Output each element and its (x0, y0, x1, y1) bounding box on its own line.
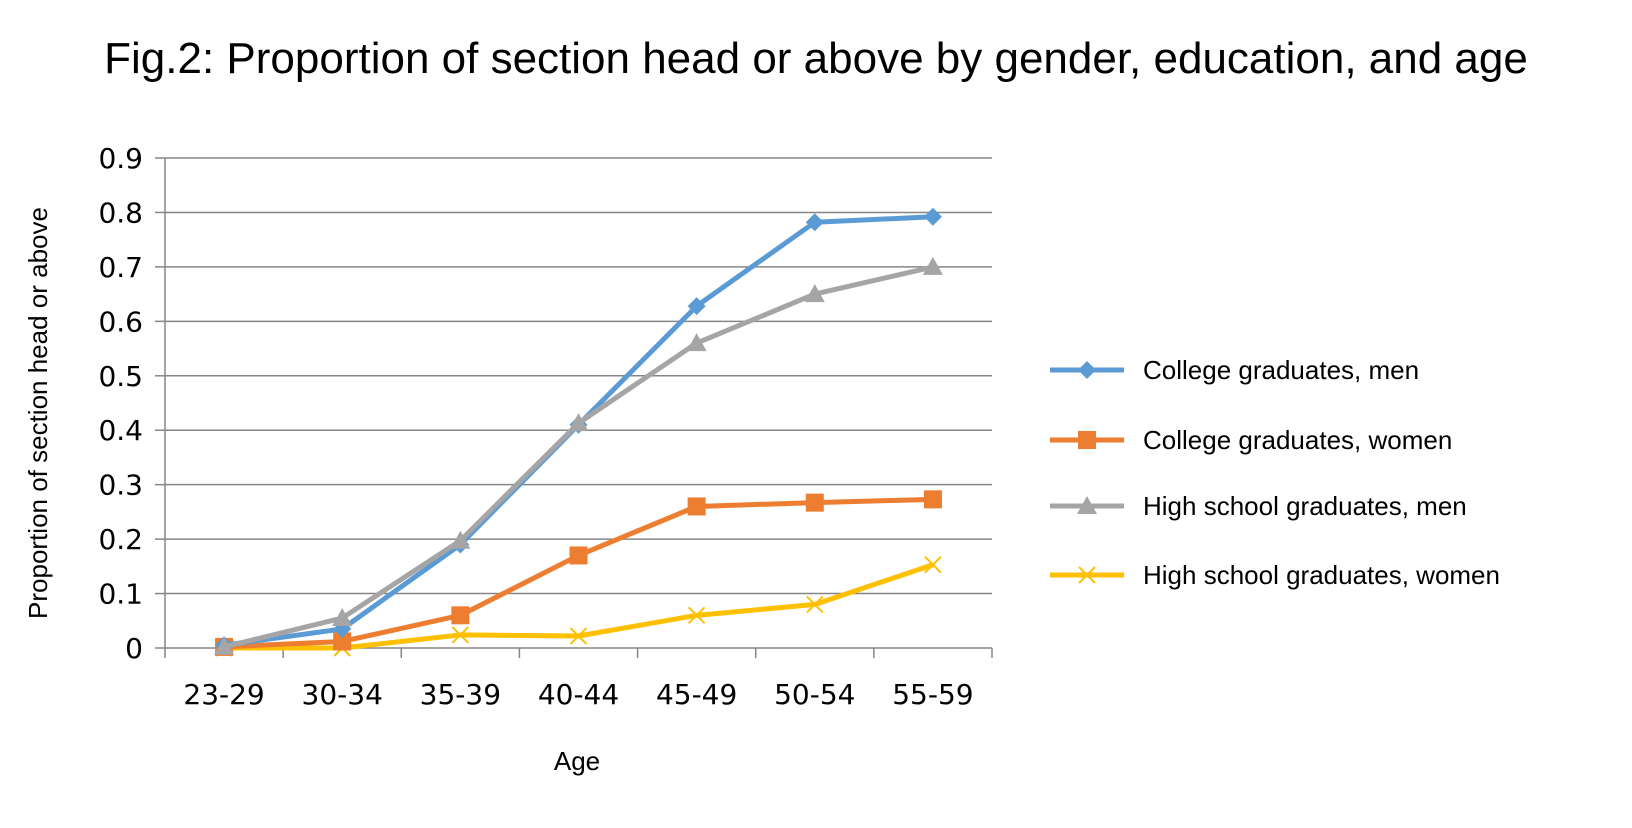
legend-label: High school graduates, women (1143, 560, 1500, 590)
x-tick-label: 50-54 (774, 678, 855, 711)
y-tick-label: 0.7 (98, 251, 143, 284)
data-point (333, 632, 352, 651)
x-tick-label: 35-39 (420, 678, 501, 711)
data-point (568, 413, 589, 432)
data-point (924, 555, 942, 574)
legend: College graduates, men College graduates,… (1050, 355, 1500, 590)
legend-item: High school graduates, men (1050, 491, 1467, 521)
x-tick-label: 23-29 (183, 678, 264, 711)
data-point (804, 284, 825, 303)
y-tick-label: 0.9 (98, 142, 143, 175)
chart-title: Fig.2: Proportion of section head or abo… (104, 34, 1528, 83)
data-point (214, 636, 235, 655)
axes (155, 157, 993, 658)
data-point (687, 297, 706, 316)
x-marker-stroke (451, 626, 470, 644)
series-line (223, 264, 934, 650)
data-point (923, 207, 942, 226)
legend-marker (1078, 566, 1096, 584)
data-point (451, 626, 470, 644)
series-lines (214, 207, 943, 657)
data-point (451, 606, 470, 625)
legend-marker (1078, 431, 1096, 449)
y-tick-labels: 0 0.1 0.2 0.3 0.4 0.5 0.6 0.7 0.8 0.9 (98, 142, 143, 665)
data-point (687, 497, 706, 516)
legend-label: College graduates, men (1143, 355, 1419, 385)
series-2 (214, 256, 943, 655)
y-tick-label: 0.3 (98, 469, 143, 502)
x-marker-stroke (806, 595, 824, 614)
data-point (806, 595, 824, 614)
data-point (923, 490, 942, 509)
x-axis-label: Age (554, 746, 600, 776)
data-point (450, 530, 471, 549)
legend-item: High school graduates, women (1050, 560, 1500, 590)
legend-label: High school graduates, men (1143, 491, 1467, 521)
data-point (922, 256, 943, 275)
x-marker-stroke (924, 555, 942, 574)
x-tick-label: 40-44 (538, 678, 619, 711)
x-marker-stroke (687, 606, 706, 625)
y-tick-label: 0.6 (98, 305, 143, 338)
series-line (223, 496, 933, 650)
legend-marker (1078, 361, 1096, 379)
x-marker-stroke (569, 627, 588, 645)
gridlines (165, 157, 992, 595)
y-tick-label: 0.8 (98, 196, 143, 229)
legend-marker (1077, 496, 1097, 514)
y-axis-label: Proportion of section head or above (23, 207, 53, 619)
y-tick-label: 0.1 (98, 578, 143, 611)
x-tick-label: 30-34 (302, 678, 383, 711)
data-point (569, 546, 588, 565)
data-point (332, 608, 353, 627)
legend-item: College graduates, men (1050, 355, 1419, 385)
y-tick-label: 0.4 (98, 414, 143, 447)
y-tick-label: 0.2 (98, 523, 143, 556)
data-point (686, 333, 707, 352)
data-point (687, 606, 706, 625)
y-tick-label: 0.5 (98, 360, 143, 393)
data-point (805, 493, 824, 512)
data-point (805, 213, 824, 232)
data-point (569, 627, 588, 645)
y-tick-label: 0 (125, 632, 143, 665)
x-tick-label: 45-49 (656, 678, 737, 711)
x-marker-stroke (1078, 566, 1096, 584)
legend-item: College graduates, women (1050, 425, 1452, 455)
legend-label: College graduates, women (1143, 425, 1452, 455)
x-tick-labels: 23-29 30-34 35-39 40-44 45-49 50-54 55-59 (183, 678, 973, 711)
x-tick-label: 55-59 (892, 678, 973, 711)
